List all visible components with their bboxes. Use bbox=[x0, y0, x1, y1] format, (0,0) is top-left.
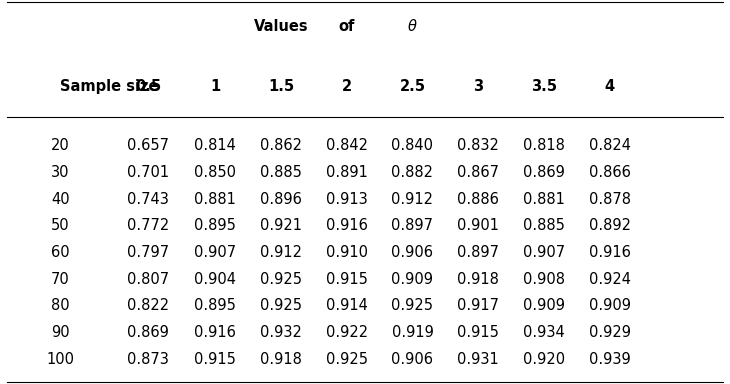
Text: 0.919: 0.919 bbox=[391, 325, 434, 340]
Text: 0.904: 0.904 bbox=[194, 271, 237, 286]
Text: 0.867: 0.867 bbox=[457, 165, 499, 180]
Text: 0.885: 0.885 bbox=[523, 218, 565, 233]
Text: 0.922: 0.922 bbox=[326, 325, 368, 340]
Text: 1: 1 bbox=[210, 79, 220, 94]
Text: 0.832: 0.832 bbox=[457, 138, 499, 153]
Text: 0.772: 0.772 bbox=[127, 218, 169, 233]
Text: 0.892: 0.892 bbox=[588, 218, 631, 233]
Text: 0.924: 0.924 bbox=[588, 271, 631, 286]
Text: 60: 60 bbox=[51, 245, 69, 260]
Text: 3.5: 3.5 bbox=[531, 79, 557, 94]
Text: 0.916: 0.916 bbox=[588, 245, 631, 260]
Text: 0.5: 0.5 bbox=[135, 79, 161, 94]
Text: 0.914: 0.914 bbox=[326, 298, 368, 313]
Text: 0.909: 0.909 bbox=[588, 298, 631, 313]
Text: 0.925: 0.925 bbox=[260, 271, 302, 286]
Text: 0.814: 0.814 bbox=[194, 138, 237, 153]
Text: 0.743: 0.743 bbox=[127, 192, 169, 207]
Text: 0.906: 0.906 bbox=[391, 245, 434, 260]
Text: 0.878: 0.878 bbox=[588, 192, 631, 207]
Text: 0.842: 0.842 bbox=[326, 138, 368, 153]
Text: 0.901: 0.901 bbox=[457, 218, 499, 233]
Text: 0.916: 0.916 bbox=[326, 218, 368, 233]
Text: 0.932: 0.932 bbox=[260, 325, 302, 340]
Text: 4: 4 bbox=[604, 79, 615, 94]
Text: 30: 30 bbox=[51, 165, 69, 180]
Text: 0.824: 0.824 bbox=[588, 138, 631, 153]
Text: 0.866: 0.866 bbox=[588, 165, 631, 180]
Text: 2.5: 2.5 bbox=[399, 79, 426, 94]
Text: 3: 3 bbox=[473, 79, 483, 94]
Text: 0.918: 0.918 bbox=[457, 271, 499, 286]
Text: 40: 40 bbox=[51, 192, 69, 207]
Text: 0.918: 0.918 bbox=[260, 352, 302, 367]
Text: 0.895: 0.895 bbox=[194, 218, 237, 233]
Text: 0.913: 0.913 bbox=[326, 192, 368, 207]
Text: 0.840: 0.840 bbox=[391, 138, 434, 153]
Text: 0.885: 0.885 bbox=[260, 165, 302, 180]
Text: 0.931: 0.931 bbox=[457, 352, 499, 367]
Text: 0.917: 0.917 bbox=[457, 298, 499, 313]
Text: 0.818: 0.818 bbox=[523, 138, 565, 153]
Text: 0.895: 0.895 bbox=[194, 298, 237, 313]
Text: 0.915: 0.915 bbox=[457, 325, 499, 340]
Text: 0.920: 0.920 bbox=[523, 352, 565, 367]
Text: 50: 50 bbox=[51, 218, 69, 233]
Text: 0.886: 0.886 bbox=[457, 192, 499, 207]
Text: 0.925: 0.925 bbox=[326, 352, 368, 367]
Text: 90: 90 bbox=[51, 325, 69, 340]
Text: 0.908: 0.908 bbox=[523, 271, 565, 286]
Text: 0.925: 0.925 bbox=[260, 298, 302, 313]
Text: 0.921: 0.921 bbox=[260, 218, 302, 233]
Text: 0.909: 0.909 bbox=[391, 271, 434, 286]
Text: 0.822: 0.822 bbox=[127, 298, 169, 313]
Text: 0.701: 0.701 bbox=[127, 165, 169, 180]
Text: 0.897: 0.897 bbox=[457, 245, 499, 260]
Text: 0.910: 0.910 bbox=[326, 245, 368, 260]
Text: 0.939: 0.939 bbox=[588, 352, 631, 367]
Text: 0.869: 0.869 bbox=[127, 325, 169, 340]
Text: 100: 100 bbox=[46, 352, 74, 367]
Text: 0.934: 0.934 bbox=[523, 325, 565, 340]
Text: 0.881: 0.881 bbox=[194, 192, 237, 207]
Text: 0.869: 0.869 bbox=[523, 165, 565, 180]
Text: 2: 2 bbox=[342, 79, 352, 94]
Text: 0.797: 0.797 bbox=[127, 245, 169, 260]
Text: 0.912: 0.912 bbox=[260, 245, 302, 260]
Text: 1.5: 1.5 bbox=[268, 79, 294, 94]
Text: 0.909: 0.909 bbox=[523, 298, 565, 313]
Text: 0.896: 0.896 bbox=[260, 192, 302, 207]
Text: 0.907: 0.907 bbox=[523, 245, 565, 260]
Text: 0.915: 0.915 bbox=[194, 352, 237, 367]
Text: Values: Values bbox=[254, 19, 308, 35]
Text: 0.916: 0.916 bbox=[194, 325, 237, 340]
Text: 80: 80 bbox=[51, 298, 69, 313]
Text: Sample size: Sample size bbox=[60, 79, 158, 94]
Text: 0.915: 0.915 bbox=[326, 271, 368, 286]
Text: 0.862: 0.862 bbox=[260, 138, 302, 153]
Text: θ: θ bbox=[408, 19, 417, 35]
Text: 0.907: 0.907 bbox=[194, 245, 237, 260]
Text: 0.891: 0.891 bbox=[326, 165, 368, 180]
Text: 0.873: 0.873 bbox=[127, 352, 169, 367]
Text: 0.906: 0.906 bbox=[391, 352, 434, 367]
Text: 0.882: 0.882 bbox=[391, 165, 434, 180]
Text: 0.807: 0.807 bbox=[127, 271, 169, 286]
Text: 0.657: 0.657 bbox=[127, 138, 169, 153]
Text: 0.881: 0.881 bbox=[523, 192, 565, 207]
Text: of: of bbox=[339, 19, 355, 35]
Text: 0.897: 0.897 bbox=[391, 218, 434, 233]
Text: 0.912: 0.912 bbox=[391, 192, 434, 207]
Text: 20: 20 bbox=[51, 138, 69, 153]
Text: 0.925: 0.925 bbox=[391, 298, 434, 313]
Text: 0.850: 0.850 bbox=[194, 165, 237, 180]
Text: 70: 70 bbox=[51, 271, 69, 286]
Text: 0.929: 0.929 bbox=[588, 325, 631, 340]
